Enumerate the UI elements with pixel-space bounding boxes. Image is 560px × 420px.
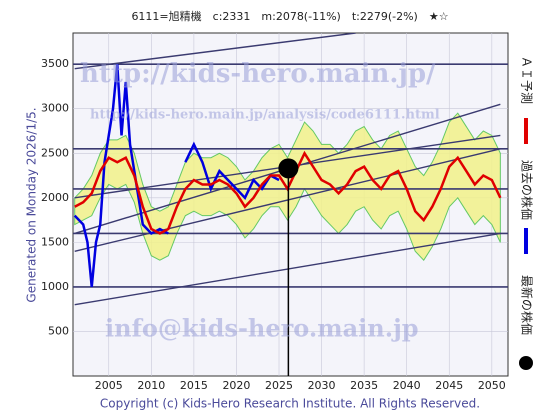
- legend-swatch: [524, 118, 528, 144]
- x-tick-label: 2010: [137, 379, 165, 392]
- trend-line: [74, 232, 501, 306]
- y-tick-label: 3500: [41, 57, 69, 70]
- watermark: http://kids-hero.main.jp/analysis/code61…: [90, 108, 440, 123]
- y-tick-label: 500: [48, 324, 69, 337]
- trend-line: [74, 33, 356, 70]
- y-tick-label: 2000: [41, 191, 69, 204]
- chart-title: 6111=旭精機 c:2331 m:2078(-11%) t:2279(-2%)…: [131, 9, 448, 23]
- x-tick-label: 2040: [393, 379, 421, 392]
- y-tick-label: 1500: [41, 235, 69, 248]
- y-tick-label: 2500: [41, 146, 69, 159]
- x-tick-label: 2030: [308, 379, 336, 392]
- series-line: [73, 64, 280, 288]
- x-tick-label: 2020: [222, 379, 250, 392]
- trend-line: [74, 148, 501, 252]
- x-tick-label: 2045: [435, 379, 463, 392]
- x-tick-label: 2050: [478, 379, 506, 392]
- x-tick-label: 2025: [265, 379, 293, 392]
- legend-label: 最新の株価: [520, 275, 535, 335]
- legend-label: 過去の株価: [520, 160, 535, 220]
- x-tick-label: 2035: [350, 379, 378, 392]
- footer: Copyright (c) Kids-Hero Research Institu…: [100, 397, 480, 411]
- legend-swatch: [524, 228, 528, 254]
- latest-point: [278, 158, 299, 179]
- x-tick-label: 2015: [180, 379, 208, 392]
- y-tick-label: 1000: [41, 280, 69, 293]
- series-line: [74, 150, 502, 235]
- legend-label: ＡＩ予測: [520, 56, 534, 104]
- y-tick-label: 3000: [41, 102, 69, 115]
- x-tick-label: 2005: [95, 379, 123, 392]
- legend-swatch: [519, 356, 533, 370]
- plot: [73, 33, 508, 376]
- side-label: Generated on Monday 2026/1/5.: [25, 107, 39, 302]
- watermark: info@kids-hero.main.jp: [105, 314, 419, 343]
- watermark: http://kids-hero.main.jp/: [80, 59, 436, 89]
